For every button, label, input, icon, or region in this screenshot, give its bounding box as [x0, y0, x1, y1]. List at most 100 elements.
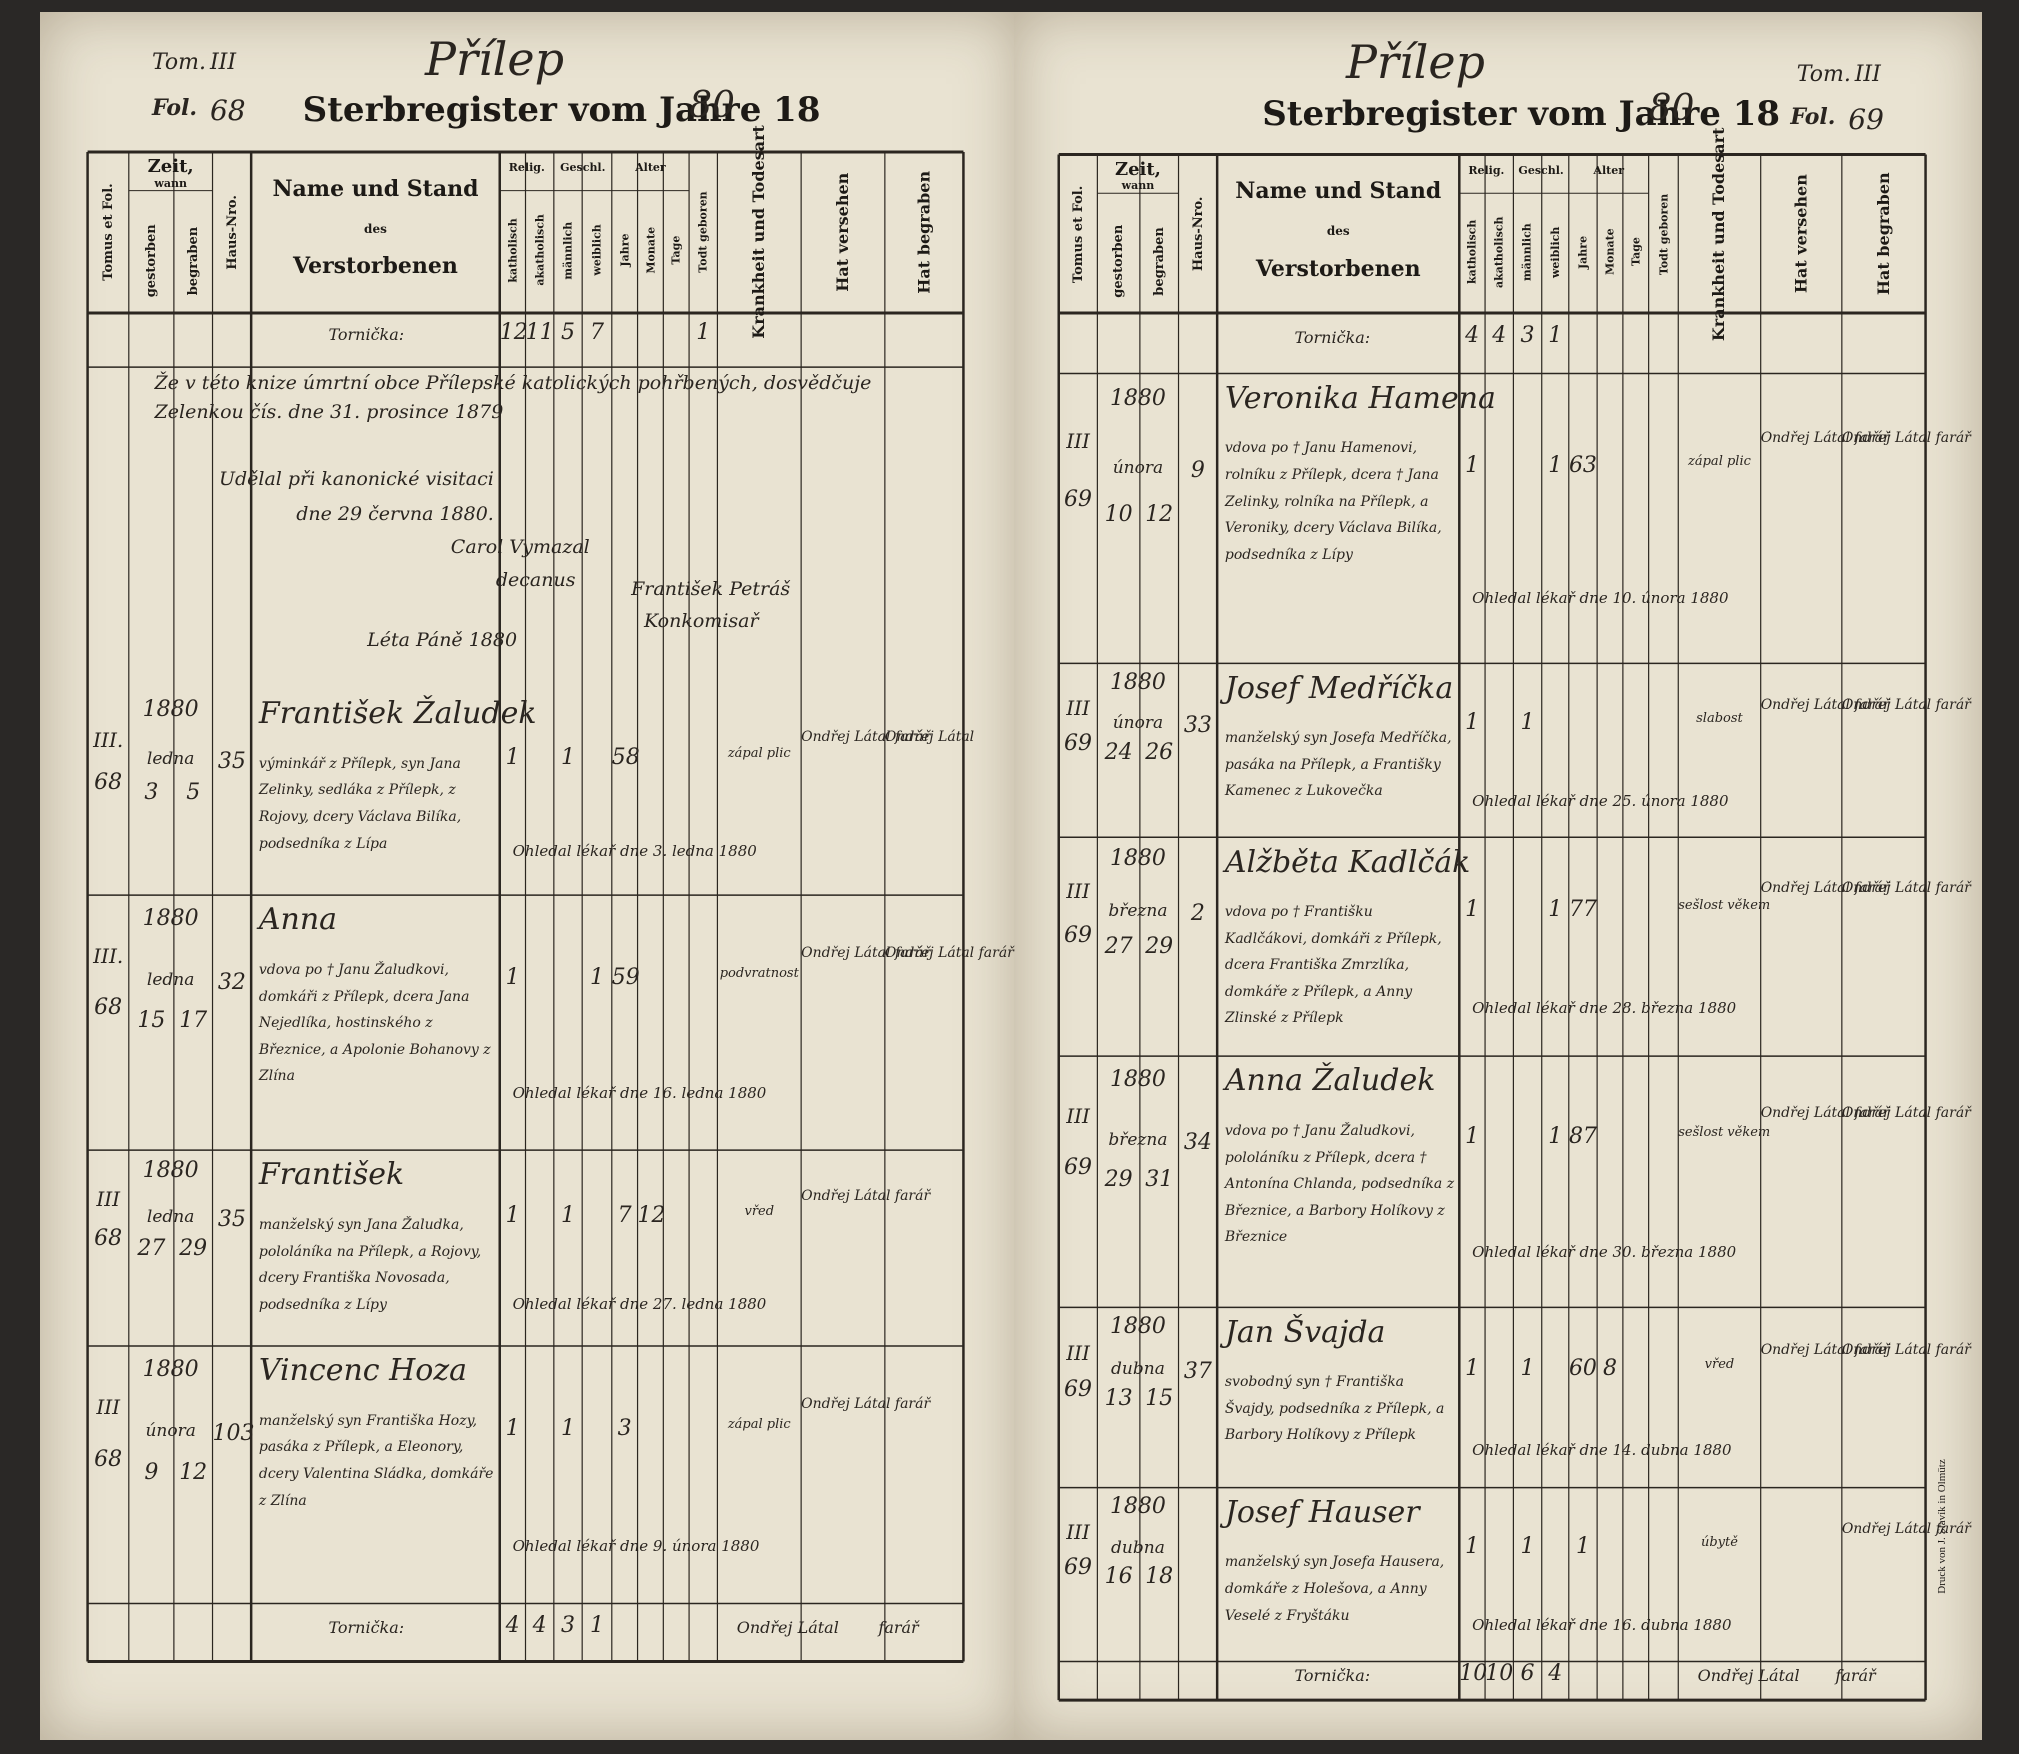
note: Že v této knize úmrtní obce Přílepské ka… [154, 371, 872, 394]
place-name: Přílep [425, 32, 565, 87]
entry-month: ledna [146, 1206, 195, 1227]
column-group: Alter [1593, 163, 1624, 177]
entry-years: 87 [1568, 1124, 1597, 1150]
entry-name: Jan Švajda [1224, 1314, 1386, 1350]
entry-female: 1 [589, 964, 604, 990]
entry-years: 3 [617, 1416, 632, 1442]
tally-value: 11 [525, 320, 554, 345]
column-header: männlich [1521, 222, 1535, 281]
column-header: Hat versehen [1791, 174, 1811, 294]
entry-versehen: Ondřej Látal farář [801, 945, 931, 962]
entry-female: 1 [1548, 1124, 1563, 1150]
entry-name: František [258, 1157, 405, 1193]
tally-value: 10 [1459, 1660, 1488, 1686]
entry-versehen: Ondřej Látal farář [801, 729, 931, 746]
entry-kath: 1 [505, 1416, 520, 1442]
entry-cause: slabost [1696, 711, 1743, 726]
entry-died: 27 [1104, 933, 1133, 959]
entry-name: Anna [258, 902, 338, 938]
column-header: Hat begraben [914, 171, 934, 294]
entry-year: 1880 [1109, 386, 1166, 411]
entry-begraben: Ondřej Látal farář [1841, 430, 1971, 447]
entry-note: Ohledal lékař dne 27. ledna 1880 [512, 1295, 767, 1314]
column-group: Geschl. [560, 161, 606, 175]
entry-details: manželský syn Josefa Medříčka, pasáka na… [1224, 730, 1452, 800]
entry-years: 77 [1568, 896, 1597, 922]
entry-house: 2 [1190, 900, 1205, 926]
entry-kath: 1 [1465, 1355, 1480, 1381]
entry-tomus: III. [93, 728, 124, 753]
entry-female: 1 [1548, 896, 1563, 922]
column-header: akatholisch [533, 214, 547, 287]
entry-buried: 12 [179, 1459, 208, 1485]
column-header: Jahre [618, 233, 632, 268]
column-group: Relig. [508, 161, 545, 175]
entry-house: 34 [1183, 1129, 1212, 1155]
entry-details: manželský syn Františka Hozy, pasáka z P… [258, 1412, 494, 1509]
entry-died: 13 [1104, 1386, 1133, 1412]
entry-versehen: Ondřej Látal farář [1760, 430, 1890, 447]
left-page [40, 12, 1018, 1740]
tally-value: 4 [532, 1612, 547, 1638]
entry-fol: 69 [1064, 487, 1093, 513]
entry-kath: 1 [505, 744, 520, 770]
entry-years: 60 [1568, 1355, 1597, 1381]
column-header: Verstorbenen [293, 253, 458, 280]
register-title: Sterbregister vom Jahre 18 [1262, 93, 1781, 134]
entry-died: 3 [144, 779, 159, 805]
tally-label: Tornička: [328, 325, 405, 345]
entry-died: 29 [1104, 1167, 1133, 1193]
column-group: wann [1121, 179, 1155, 193]
entry-month: února [1112, 458, 1164, 479]
entry-details: manželský syn Jana Žaludka, pololáníka n… [258, 1217, 482, 1313]
entry-note: Ohledal lékař dne 28. března 1880 [1472, 999, 1737, 1018]
entry-year: 1880 [1109, 846, 1166, 872]
entry-name: Josef Medříčka [1224, 670, 1454, 706]
entry-name: Alžběta Kadlčák [1224, 844, 1471, 880]
entry-note: Ohledal lékař dne 30. března 1880 [1472, 1242, 1737, 1261]
tally-value: 3 [560, 1612, 575, 1638]
entry-fol: 69 [1064, 1555, 1093, 1581]
entry-house: 37 [1183, 1359, 1212, 1385]
entry-cause: zápal plic [727, 1417, 791, 1433]
entry-fol: 68 [94, 769, 123, 795]
entry-male: 1 [1520, 1534, 1535, 1560]
entry-details: výminkář z Přílepk, syn Jana Zelinky, se… [258, 755, 462, 852]
entry-months: 8 [1602, 1355, 1617, 1381]
tally-value: 6 [1520, 1660, 1535, 1686]
column-header: des [1326, 224, 1350, 239]
tom-value: III [209, 49, 237, 75]
note: dne 29 června 1880. [296, 502, 494, 525]
entry-tomus: III [1066, 1520, 1090, 1545]
fol-label: Fol. [1790, 103, 1836, 130]
tally-value: 1 [696, 320, 711, 345]
entry-year: 1880 [142, 697, 199, 723]
entry-month: dubna [1111, 1359, 1165, 1380]
entry-fol: 69 [1064, 922, 1093, 948]
entry-buried: 12 [1145, 501, 1174, 527]
entry-begraben: Ondřej Látal farář [1841, 1105, 1971, 1122]
note: František Petráš [631, 577, 791, 600]
tally-value: 3 [1520, 323, 1535, 349]
tally-value: 5 [560, 320, 575, 345]
entry-buried: 5 [186, 779, 201, 805]
entry-begraben: Ondřej Látal farář [1841, 697, 1971, 714]
entry-died: 15 [137, 1007, 166, 1033]
entry-month: ledna [146, 969, 195, 990]
entry-details: vdova po † Janu Žaludkovi, pololáníku z … [1224, 1122, 1455, 1246]
entry-note: Ohledal lékař dne 25. února 1880 [1472, 791, 1729, 810]
fol-label: Fol. [151, 94, 198, 121]
entry-begraben: Ondřej Látal [884, 729, 975, 746]
column-header: akatholisch [1492, 216, 1506, 288]
entry-year: 1880 [1109, 1494, 1166, 1520]
entry-cause: vřed [744, 1204, 775, 1219]
entry-kath: 1 [1465, 710, 1480, 735]
column-header: gestorben [1111, 224, 1127, 298]
tally-value: 4 [1465, 323, 1480, 349]
entry-buried: 29 [1145, 933, 1174, 959]
entry-year: 1880 [1109, 1066, 1166, 1092]
entry-begraben: Ondřej Látal farář [1841, 1342, 1971, 1359]
place-name: Přílep [1345, 34, 1485, 89]
entry-name: Josef Hauser [1224, 1494, 1420, 1530]
